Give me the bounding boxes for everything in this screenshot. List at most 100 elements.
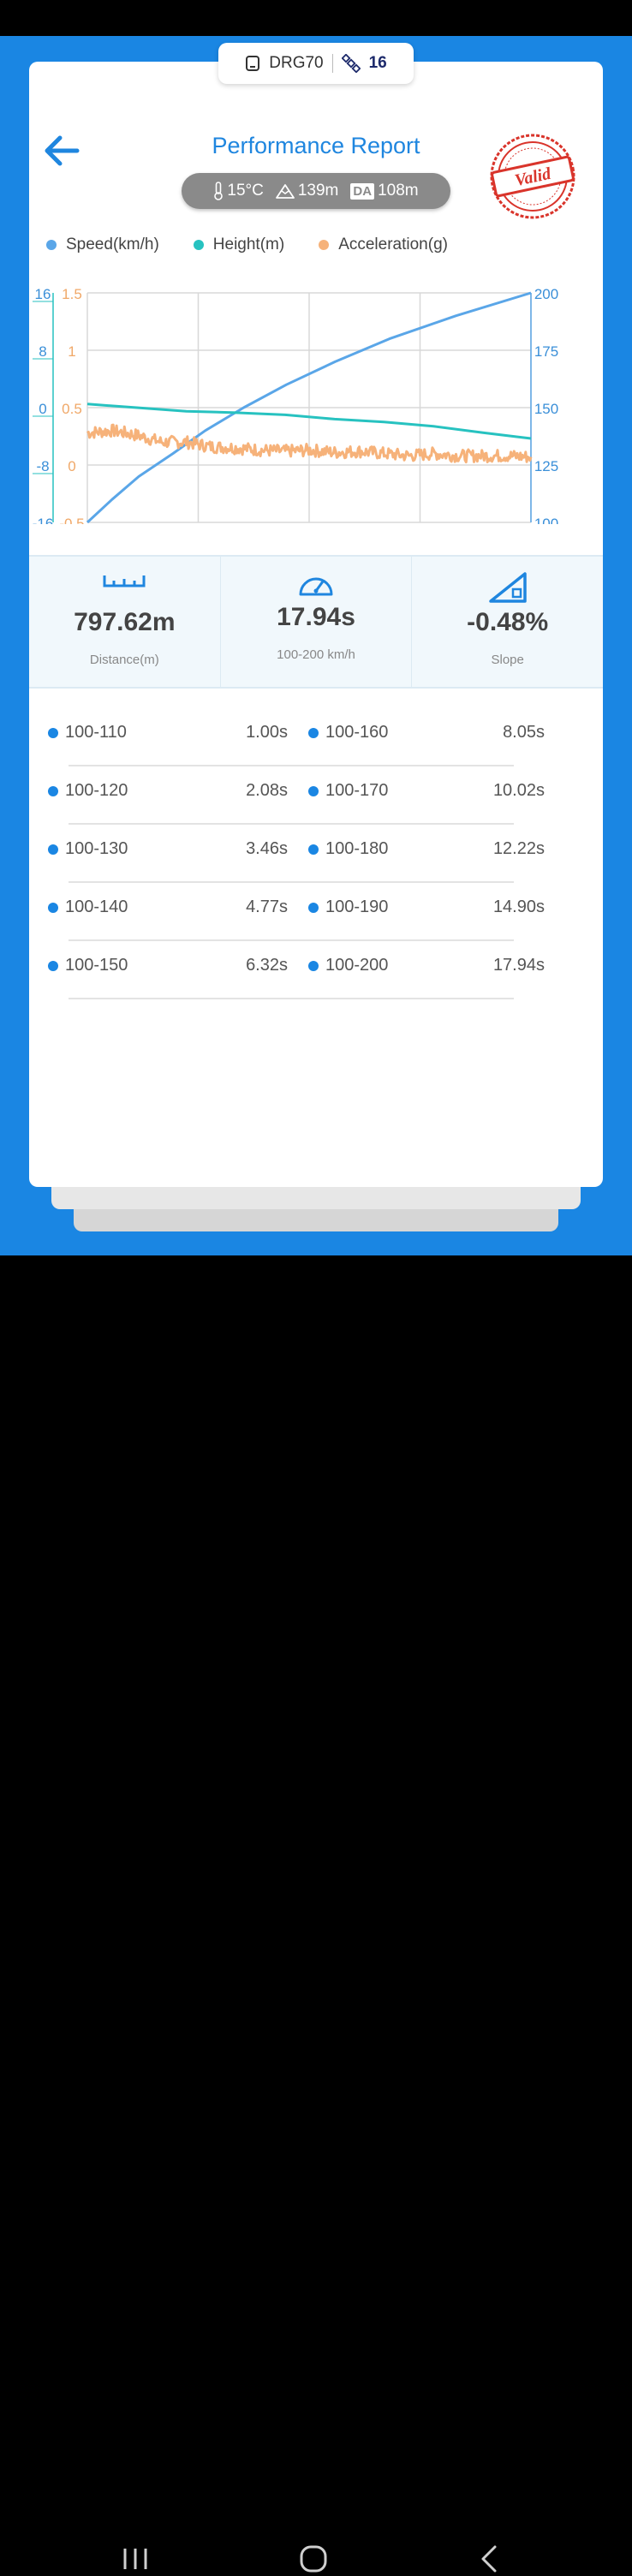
split-row: 100-150 6.32s 100-200 17.94s — [29, 949, 603, 1007]
height-tick-label: 16 — [35, 286, 51, 302]
split-range: 100-170 — [325, 781, 389, 800]
distance-value: 797.62m — [74, 608, 176, 636]
page-title: Performance Report — [212, 133, 420, 158]
legend-item[interactable]: Acceleration(g) — [319, 236, 448, 254]
split-item: 100-140 4.77s — [48, 897, 288, 917]
slope-stat: -0.48% Slope — [411, 557, 603, 687]
report-card: Performance Report 15°C 139m DA 108m — [29, 62, 603, 1187]
temperature-value: 15°C — [227, 182, 264, 200]
speed-tick-label: 175 — [534, 343, 558, 360]
legend-dot — [193, 240, 204, 250]
split-range: 100-140 — [65, 897, 128, 916]
split-time: 8.05s — [503, 723, 545, 742]
split-time: 6.32s — [246, 956, 288, 975]
chart-legend: Speed(km/h) Height(m) Acceleration(g) — [46, 236, 448, 254]
split-time: 3.46s — [246, 839, 288, 858]
time-stat: 17.94s 100-200 km/h — [219, 557, 412, 687]
mountain-icon — [275, 184, 295, 199]
split-item: 100-110 1.00s — [48, 723, 288, 742]
legend-item[interactable]: Speed(km/h) — [46, 236, 159, 254]
slope-value: -0.48% — [467, 608, 549, 636]
row-divider — [69, 998, 514, 999]
bullet-dot — [308, 844, 319, 855]
split-range: 100-130 — [65, 839, 128, 858]
distance-label: Distance(m) — [89, 653, 159, 667]
bullet-dot — [48, 785, 58, 796]
split-item: 100-180 12.22s — [308, 839, 545, 859]
time-value: 17.94s — [277, 603, 355, 631]
thermometer-icon — [214, 182, 224, 200]
split-item: 100-200 17.94s — [308, 956, 545, 975]
density-altitude: DA 108m — [350, 182, 419, 200]
split-range: 100-150 — [65, 956, 128, 975]
back-arrow-icon[interactable] — [43, 134, 80, 168]
back-nav-icon[interactable] — [474, 2542, 505, 2576]
system-nav-bar — [0, 1255, 632, 2573]
bullet-dot — [48, 902, 58, 913]
height-tick-label: 8 — [39, 343, 46, 360]
legend-item[interactable]: Height(m) — [193, 236, 285, 254]
ruler-icon — [103, 575, 146, 587]
split-time: 10.02s — [492, 781, 545, 800]
split-range: 100-200 — [325, 956, 389, 975]
legend-label: Height(m) — [212, 236, 285, 253]
series-line-acceleration — [86, 423, 533, 464]
satellite-count: 16 — [368, 54, 387, 72]
satellite-icon — [341, 54, 361, 73]
device-name: DRG70 — [269, 54, 324, 72]
split-range: 100-190 — [325, 897, 389, 916]
split-time: 12.22s — [492, 839, 545, 858]
speed-tick-label: 200 — [534, 286, 558, 302]
device-icon — [246, 56, 260, 71]
density-altitude-value: 108m — [378, 182, 419, 200]
speedometer-icon — [299, 577, 333, 596]
distance-stat: 797.62m Distance(m) — [29, 557, 220, 687]
split-range: 100-110 — [65, 723, 127, 742]
accel-tick-label: -0.5 — [59, 516, 84, 524]
split-time: 1.00s — [246, 723, 288, 742]
row-divider — [69, 881, 514, 883]
speed-tick-label: 150 — [534, 401, 558, 417]
conditions-pill: 15°C 139m DA 108m — [182, 173, 450, 209]
height-tick-label: -16 — [33, 516, 54, 524]
legend-dot — [46, 240, 57, 250]
split-range: 100-120 — [65, 781, 128, 800]
split-item: 100-190 14.90s — [308, 897, 545, 917]
accel-tick-label: 1 — [68, 343, 75, 360]
split-time: 2.08s — [246, 781, 288, 800]
accel-tick-label: 0 — [68, 458, 75, 474]
bullet-dot — [48, 727, 58, 738]
bullet-dot — [48, 844, 58, 855]
performance-chart: 16 8 0 -8 -16 1.5 1 0.5 0 -0.5 200 175 150 125 100 — [33, 286, 558, 524]
split-row: 100-110 1.00s 100-160 8.05s — [29, 716, 603, 774]
height-tick-label: 0 — [39, 401, 46, 417]
split-item: 100-120 2.08s — [48, 781, 288, 801]
split-row: 100-120 2.08s 100-170 10.02s — [29, 774, 603, 832]
row-divider — [69, 939, 514, 941]
device-pill[interactable]: DRG70 16 — [218, 43, 414, 84]
divider — [331, 54, 333, 73]
slope-label: Slope — [491, 653, 524, 667]
stats-panel: 797.62m Distance(m) 17.94s 100-200 km/h … — [29, 555, 603, 689]
accel-tick-label: 0.5 — [62, 401, 82, 417]
split-time: 4.77s — [246, 897, 288, 916]
split-row: 100-130 3.46s 100-180 12.22s — [29, 832, 603, 891]
bullet-dot — [308, 727, 319, 738]
split-range: 100-160 — [325, 723, 389, 742]
home-icon[interactable] — [296, 2542, 331, 2576]
series-line-height — [86, 402, 532, 440]
accel-tick-label: 1.5 — [62, 286, 82, 302]
split-time: 17.94s — [492, 956, 545, 975]
valid-stamp: Valid — [490, 134, 575, 219]
split-item: 100-150 6.32s — [48, 956, 288, 975]
split-time: 14.90s — [492, 897, 545, 916]
split-item: 100-130 3.46s — [48, 839, 288, 859]
row-divider — [69, 823, 514, 825]
split-range: 100-180 — [325, 839, 389, 858]
time-label: 100-200 km/h — [277, 647, 355, 662]
recent-apps-icon[interactable] — [120, 2542, 151, 2576]
height-tick-label: -8 — [36, 458, 49, 474]
da-badge: DA — [350, 182, 375, 200]
split-item: 100-170 10.02s — [308, 781, 545, 801]
split-row: 100-140 4.77s 100-190 14.90s — [29, 891, 603, 949]
